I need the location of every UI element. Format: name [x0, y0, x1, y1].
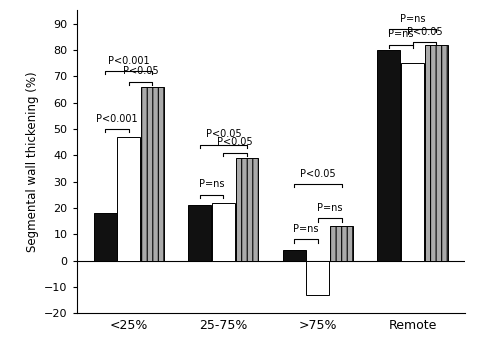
Bar [212, 203, 235, 261]
Text: P<0.05: P<0.05 [205, 129, 241, 140]
Text: P<0.05: P<0.05 [407, 27, 442, 37]
Y-axis label: Segmental wall thickening (%): Segmental wall thickening (%) [25, 71, 38, 252]
Bar [283, 250, 306, 261]
Text: P=ns: P=ns [199, 180, 224, 189]
Text: P<0.05: P<0.05 [217, 137, 253, 147]
Bar [117, 137, 140, 261]
Text: P<0.05: P<0.05 [123, 66, 159, 76]
Bar [188, 205, 211, 261]
Bar [425, 45, 448, 261]
Bar [377, 50, 400, 261]
Bar [93, 213, 116, 261]
Text: P<0.001: P<0.001 [96, 114, 137, 124]
Text: P=ns: P=ns [293, 224, 319, 234]
Text: P=ns: P=ns [388, 29, 413, 39]
Bar [141, 87, 164, 261]
Bar [330, 226, 353, 261]
Text: P=ns: P=ns [317, 203, 342, 213]
Text: P<0.05: P<0.05 [300, 169, 336, 179]
Bar [401, 63, 424, 261]
Text: P<0.001: P<0.001 [108, 56, 149, 66]
Bar [307, 261, 330, 295]
Bar [236, 158, 259, 261]
Text: P=ns: P=ns [400, 14, 425, 24]
